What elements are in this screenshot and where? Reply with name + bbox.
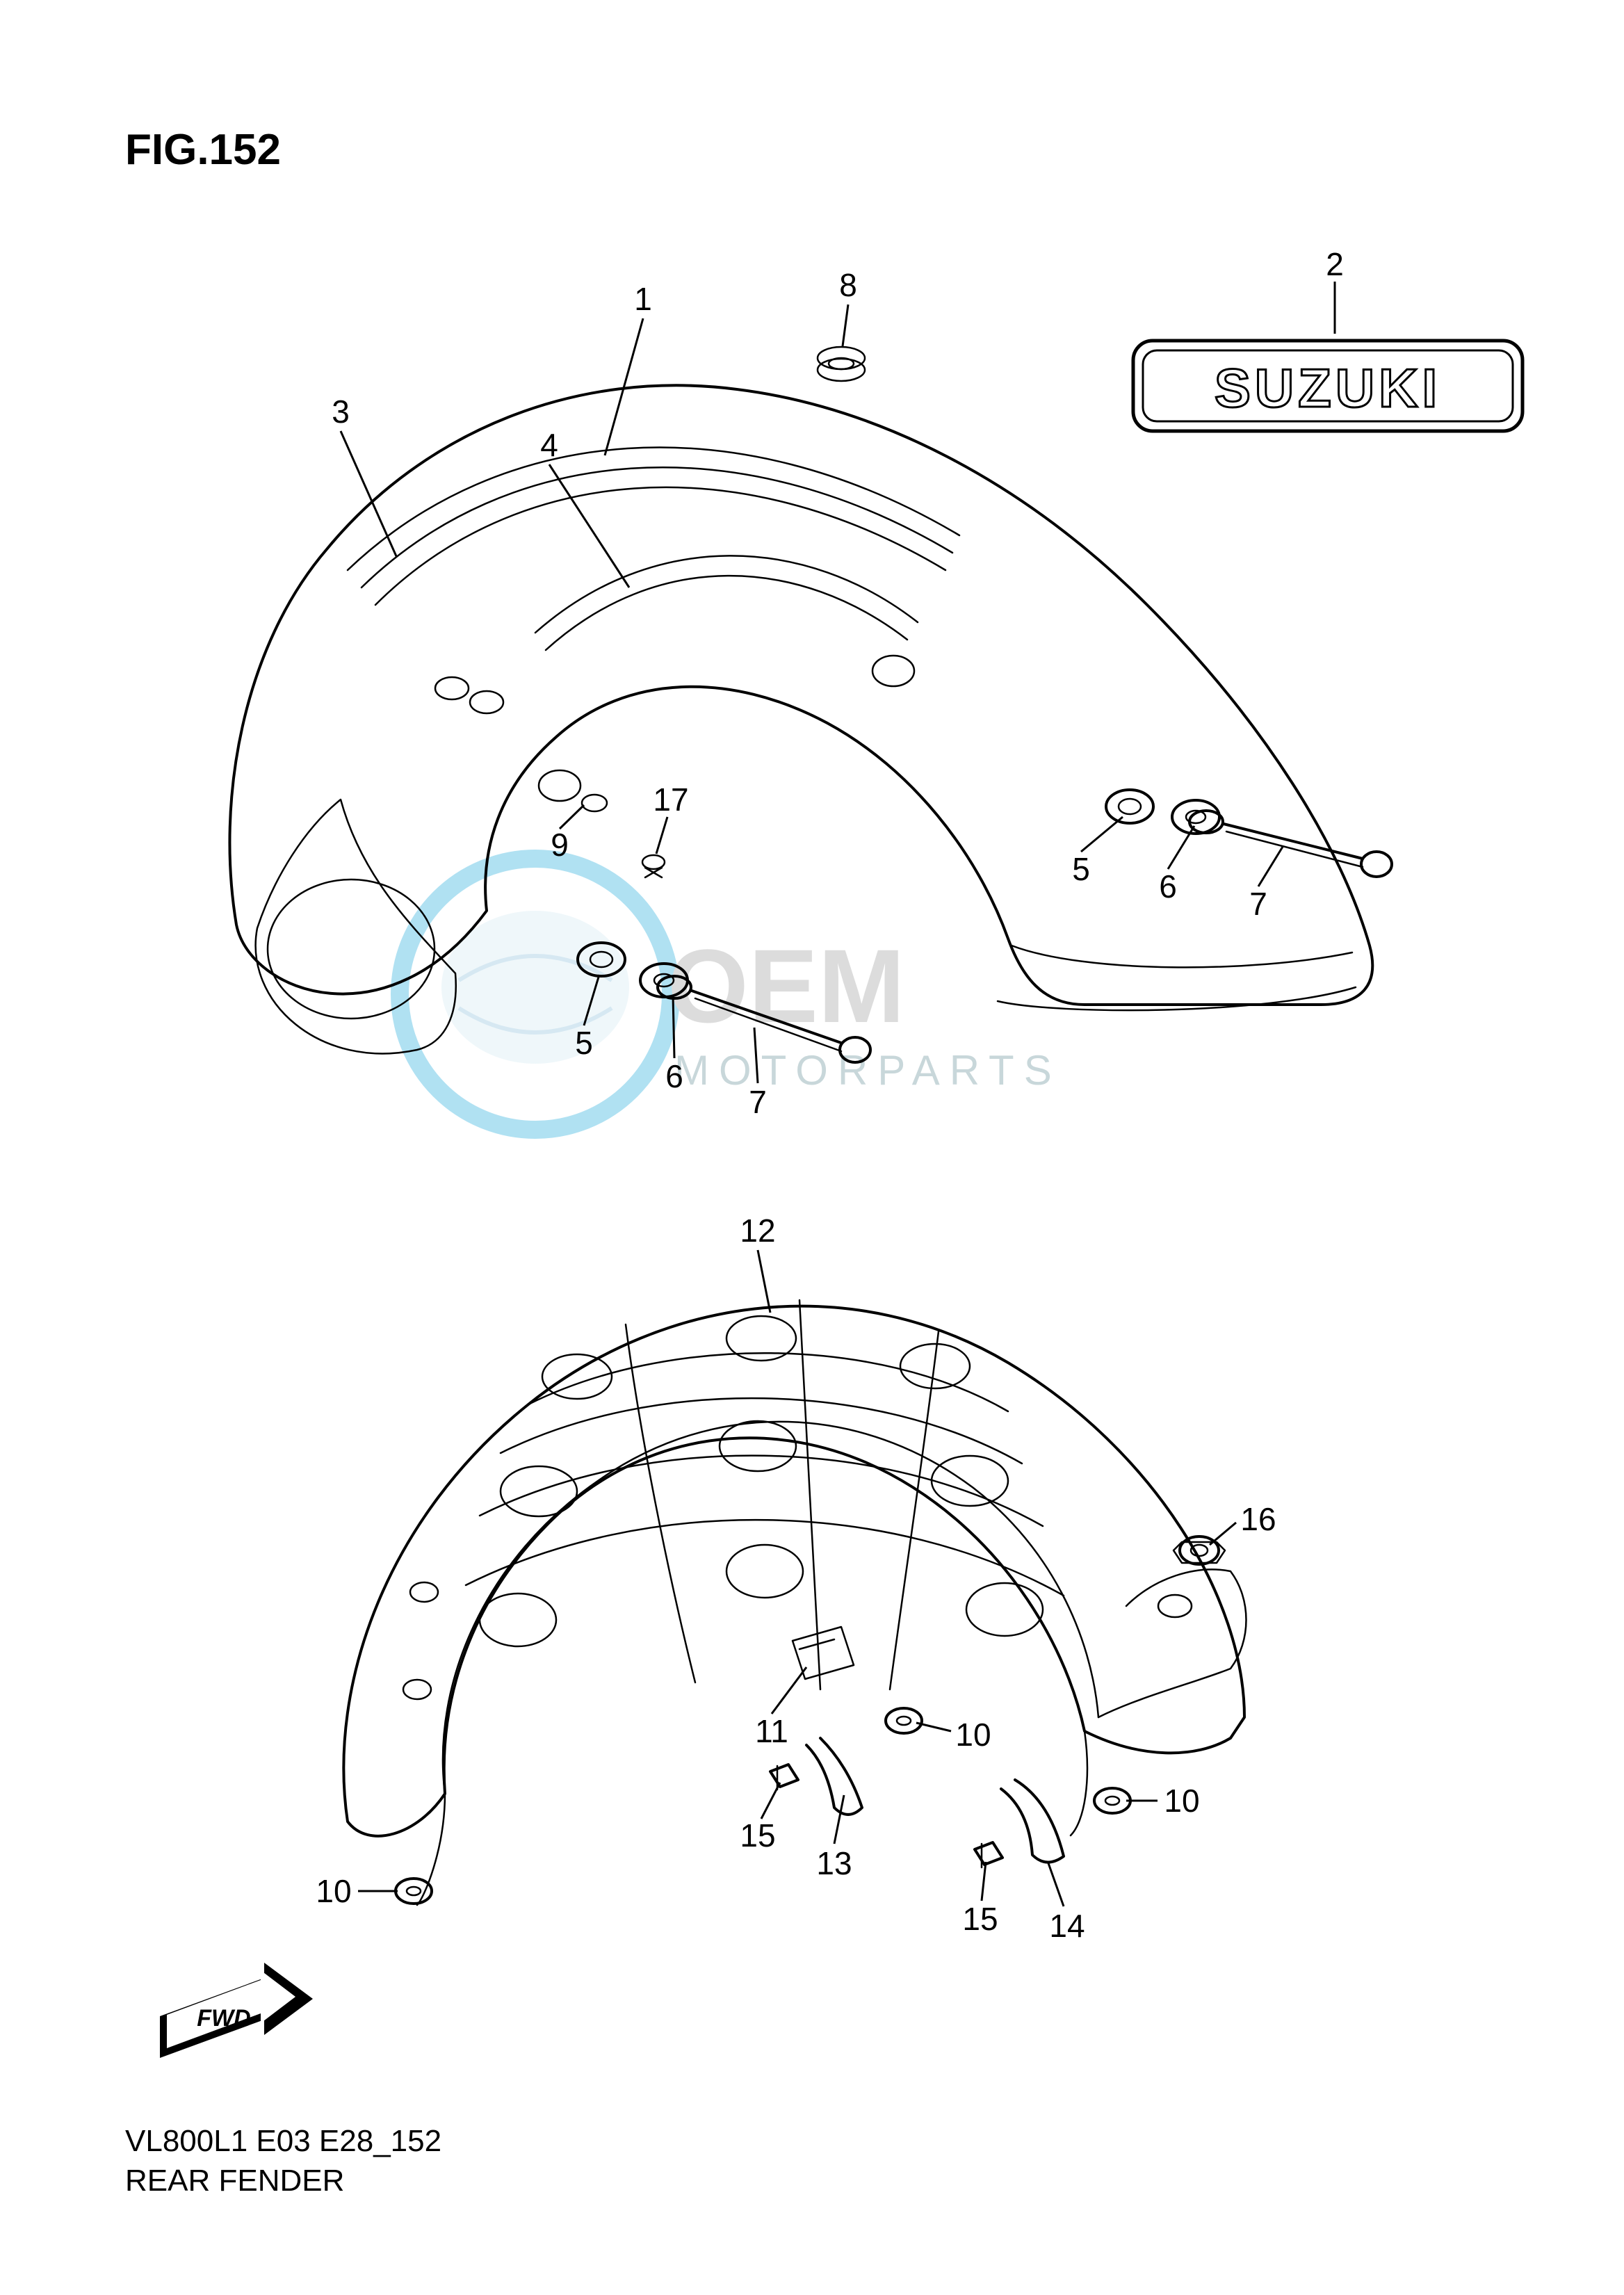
callout-7b: 7 [749,1083,767,1121]
footer-model-code: VL800L1 E03 E28_152 [125,2124,441,2159]
plate-11 [793,1627,854,1679]
diagram-svg: OEM MOTORPARTS SUZUKI [0,0,1624,2295]
suzuki-emblem-text: SUZUKI [1215,357,1441,419]
diagram-page: FIG.152 OEM MOTORPARTS SUZUKI [0,0,1624,2295]
callout-17: 17 [653,781,688,818]
callout-10b: 10 [1164,1782,1199,1819]
fwd-badge-text: FWD [197,2005,250,2032]
callout-5b: 5 [575,1024,593,1062]
grommet-10c [396,1879,432,1904]
callout-8: 8 [839,266,857,304]
watermark: OEM MOTORPARTS [400,859,1062,1130]
callout-16: 16 [1240,1500,1276,1538]
callout-10a: 10 [955,1716,991,1753]
screw-17 [642,855,665,877]
callout-10c: 10 [316,1872,351,1910]
callout-4: 4 [540,426,558,464]
callout-1: 1 [634,280,652,318]
grommet-10b [1094,1788,1130,1813]
callout-12: 12 [740,1212,775,1249]
watermark-line1: OEM [667,927,905,1044]
callout-14: 14 [1049,1907,1085,1945]
callout-6b: 6 [665,1057,683,1095]
callout-6a: 6 [1159,868,1177,905]
clip-15b [975,1842,1002,1867]
callout-15a: 15 [740,1817,775,1854]
callout-9: 9 [551,826,569,863]
callout-3: 3 [332,393,350,430]
callout-2: 2 [1326,245,1344,283]
callout-7a: 7 [1249,885,1267,923]
cushion-9 [582,795,607,811]
fwd-badge: FWD [160,1963,313,2058]
callout-11: 11 [755,1712,788,1750]
watermark-line2: MOTORPARTS [674,1047,1062,1094]
callout-13: 13 [816,1844,852,1882]
callout-15b: 15 [962,1900,998,1938]
grommet-8 [818,347,865,381]
suzuki-emblem: SUZUKI [1133,341,1522,431]
clip-15a [770,1765,798,1790]
bolt-stack-right [1106,790,1392,877]
grommet-10a [886,1708,922,1733]
footer-part-name: REAR FENDER [125,2164,344,2198]
callout-5a: 5 [1072,850,1090,888]
